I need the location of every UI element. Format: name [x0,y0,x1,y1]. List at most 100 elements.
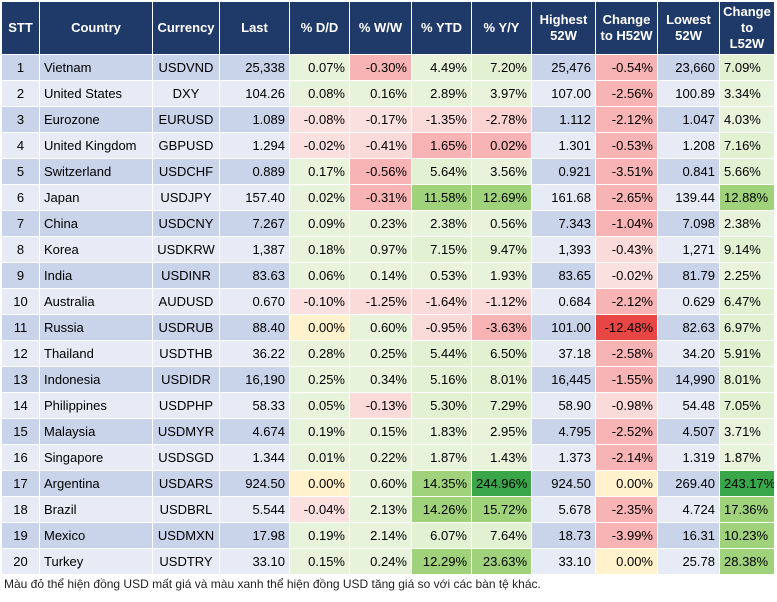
cell-country: Malaysia [40,419,153,445]
cell-change-l52w: 17.36% [720,497,775,523]
cell-dd: 0.07% [290,55,350,81]
cell-country: Philippines [40,393,153,419]
cell-lowest-52w: 269.40 [658,471,720,497]
header-highest-52w[interactable]: Highest 52W [532,2,596,55]
cell-change-l52w: 7.16% [720,133,775,159]
cell-ytd: -1.64% [412,289,472,315]
table-row: 11 Russia USDRUB 88.40 0.00% 0.60% -0.95% -3.63… [2,315,775,341]
cell-highest-52w: 4.795 [532,419,596,445]
header-ww[interactable]: % W/W [350,2,412,55]
cell-lowest-52w: 1.319 [658,445,720,471]
header-country[interactable]: Country [40,2,153,55]
cell-change-h52w: -2.52% [596,419,658,445]
cell-last: 1,387 [220,237,290,263]
table-row: 20 Turkey USDTRY 33.10 0.15% 0.24% 12.29% 23.63… [2,549,775,575]
cell-yy: 244.96% [472,471,532,497]
cell-last: 16,190 [220,367,290,393]
table-row: 5 Switzerland USDCHF 0.889 0.17% -0.56% 5.64% 3… [2,159,775,185]
header-stt[interactable]: STT [2,2,40,55]
header-last[interactable]: Last [220,2,290,55]
cell-highest-52w: 37.18 [532,341,596,367]
cell-change-h52w: -0.02% [596,263,658,289]
table-row: 6 Japan USDJPY 157.40 0.02% -0.31% 11.58% 12.69… [2,185,775,211]
cell-country: Vietnam [40,55,153,81]
cell-change-h52w: -2.14% [596,445,658,471]
cell-country: Mexico [40,523,153,549]
cell-ww: -0.41% [350,133,412,159]
cell-country: China [40,211,153,237]
cell-ytd: 7.15% [412,237,472,263]
header-currency[interactable]: Currency [153,2,220,55]
cell-last: 924.50 [220,471,290,497]
cell-highest-52w: 107.00 [532,81,596,107]
cell-change-h52w: -0.98% [596,393,658,419]
cell-ytd: 4.49% [412,55,472,81]
cell-currency: USDPHP [153,393,220,419]
cell-currency: USDMXN [153,523,220,549]
cell-currency: USDIDR [153,367,220,393]
cell-country: Switzerland [40,159,153,185]
cell-change-l52w: 6.47% [720,289,775,315]
cell-yy: 12.69% [472,185,532,211]
cell-yy: 1.93% [472,263,532,289]
header-yy[interactable]: % Y/Y [472,2,532,55]
cell-lowest-52w: 4.507 [658,419,720,445]
cell-currency: USDCNY [153,211,220,237]
header-ytd[interactable]: % YTD [412,2,472,55]
cell-stt: 7 [2,211,40,237]
cell-ww: -0.31% [350,185,412,211]
cell-lowest-52w: 14,990 [658,367,720,393]
cell-lowest-52w: 82.63 [658,315,720,341]
header-change-l52w[interactable]: Change to L52W [720,2,775,55]
table-row: 8 Korea USDKRW 1,387 0.18% 0.97% 7.15% 9.47% 1,3… [2,237,775,263]
cell-country: Japan [40,185,153,211]
cell-country: Eurozone [40,107,153,133]
cell-ytd: 5.16% [412,367,472,393]
cell-change-h52w: -0.54% [596,55,658,81]
cell-change-h52w: -12.48% [596,315,658,341]
cell-yy: 7.29% [472,393,532,419]
cell-lowest-52w: 25.78 [658,549,720,575]
cell-country: Russia [40,315,153,341]
cell-stt: 17 [2,471,40,497]
cell-yy: 23.63% [472,549,532,575]
cell-last: 88.40 [220,315,290,341]
header-lowest-52w[interactable]: Lowest 52W [658,2,720,55]
cell-last: 36.22 [220,341,290,367]
cell-highest-52w: 25,476 [532,55,596,81]
cell-stt: 13 [2,367,40,393]
table-row: 7 China USDCNY 7.267 0.09% 0.23% 2.38% 0.56% 7.3… [2,211,775,237]
cell-change-l52w: 5.91% [720,341,775,367]
cell-highest-52w: 1.373 [532,445,596,471]
cell-stt: 5 [2,159,40,185]
cell-highest-52w: 924.50 [532,471,596,497]
table-row: 17 Argentina USDARS 924.50 0.00% 0.60% 14.35% 2… [2,471,775,497]
cell-change-h52w: -2.56% [596,81,658,107]
cell-ww: 0.60% [350,471,412,497]
cell-dd: 0.08% [290,81,350,107]
cell-highest-52w: 33.10 [532,549,596,575]
cell-country: Australia [40,289,153,315]
cell-lowest-52w: 139.44 [658,185,720,211]
cell-stt: 1 [2,55,40,81]
cell-change-h52w: -2.35% [596,497,658,523]
cell-ytd: -1.35% [412,107,472,133]
cell-ww: -0.30% [350,55,412,81]
cell-last: 17.98 [220,523,290,549]
cell-ww: -0.56% [350,159,412,185]
cell-highest-52w: 5.678 [532,497,596,523]
cell-stt: 10 [2,289,40,315]
cell-stt: 18 [2,497,40,523]
cell-change-h52w: -0.53% [596,133,658,159]
cell-change-h52w: -1.04% [596,211,658,237]
cell-currency: USDINR [153,263,220,289]
cell-ytd: 2.38% [412,211,472,237]
cell-last: 5.544 [220,497,290,523]
cell-dd: 0.25% [290,367,350,393]
header-dd[interactable]: % D/D [290,2,350,55]
cell-last: 1.089 [220,107,290,133]
header-change-h52w[interactable]: Change to H52W [596,2,658,55]
cell-yy: 0.56% [472,211,532,237]
cell-highest-52w: 7.343 [532,211,596,237]
cell-highest-52w: 0.684 [532,289,596,315]
